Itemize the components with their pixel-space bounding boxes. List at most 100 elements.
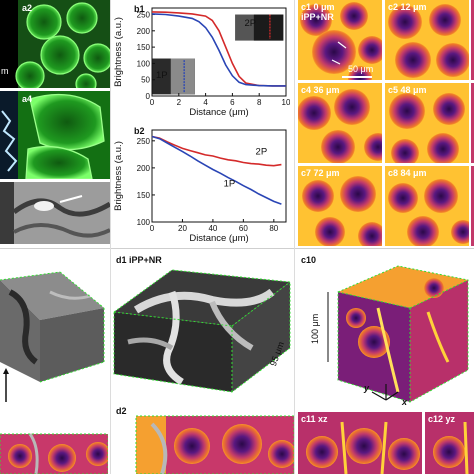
image-c9-edge — [471, 166, 474, 246]
chart-b1: 2P 1P 0 2 4 6 8 10 0 50 100 150 200 250 Distance (μm) B… — [112, 0, 290, 122]
panel-label-c2: c2 12 μm — [388, 2, 427, 12]
inferno-strip-left-svg — [0, 433, 108, 474]
x-tick-label: 8 — [257, 98, 262, 107]
inferno-cells-c5 — [385, 83, 469, 163]
y-tick-label: 100 — [137, 59, 151, 68]
inferno-cells-c8 — [385, 166, 469, 246]
panel-label-c8: c8 84 μm — [388, 168, 427, 178]
fluorescence-image-a4: a4 — [0, 91, 110, 179]
x-tick-label: 2 — [177, 98, 182, 107]
x-tick-label: 4 — [203, 98, 208, 107]
cut-scale-label: m — [1, 66, 9, 76]
image-c12: c12 yz — [425, 412, 474, 474]
y-tick-label: 150 — [137, 191, 151, 200]
series-label-1P: 1P — [224, 178, 236, 189]
panel-label-c1: c1 0 μm — [301, 2, 335, 12]
series-line-1P — [151, 135, 282, 205]
fluorescence-image-a2: a2 m — [0, 0, 110, 88]
image-c6-edge — [471, 83, 474, 163]
x-tick-label: 6 — [230, 98, 235, 107]
plot-frame — [151, 7, 287, 97]
panel-label-c10: c10 — [301, 255, 317, 265]
inset-image-1P-light — [170, 58, 195, 95]
y-tick-label: 200 — [137, 27, 151, 36]
plot-frame — [151, 129, 287, 223]
y-tick-label: 250 — [137, 11, 151, 20]
axis-label-y: y — [364, 383, 370, 393]
inferno-cells-c7 — [298, 166, 382, 246]
image-c5: c5 48 μm — [385, 83, 469, 163]
chart-b2-svg: 0 20 40 60 80 100 150 200 250 Distance (μm) Bright… — [113, 126, 287, 244]
y-tick-label: 150 — [137, 43, 151, 52]
panel-label-d1: d1 iPP+NR — [116, 255, 162, 265]
series-label-2P: 2P — [256, 146, 268, 157]
image-c1: c1 0 μm iPP+NR 50 μm — [298, 0, 382, 80]
grayscale-texture-a — [0, 182, 110, 244]
scale-bar-label-c1: 50 μm — [348, 64, 374, 74]
fluorescence-cells-a2 — [0, 0, 110, 88]
inset-label-1P: 1P — [156, 70, 168, 81]
x-tick-label: 40 — [208, 224, 217, 233]
panel-label-c7: c7 72 μm — [301, 168, 340, 178]
x-tick-label: 20 — [178, 224, 187, 233]
image-d1: d1 iPP+NR 95 μm — [112, 252, 294, 404]
image-c11: c11 xz — [298, 412, 422, 474]
vertical-divider-right — [294, 0, 295, 474]
inferno-d2-svg — [135, 415, 294, 474]
inset-label-2P: 2P — [244, 18, 256, 29]
y-axis-label: Brightness (a.u.) — [113, 141, 124, 211]
inferno-cells-c1 — [298, 0, 382, 80]
y-axis-label: Brightness (a.u.) — [113, 17, 124, 87]
x-tick-label: 80 — [269, 224, 278, 233]
grayscale-3d-d1-svg — [113, 269, 291, 393]
inferno-cells-c4 — [298, 83, 382, 163]
panel-label-a2: a2 — [22, 3, 33, 13]
y-tick-label: 250 — [137, 137, 151, 146]
grayscale-3d-left-svg — [0, 271, 105, 402]
image-c7: c7 72 μm — [298, 166, 382, 246]
series-line-2P — [151, 135, 282, 167]
image-c2: c2 12 μm — [385, 0, 469, 80]
inferno-cube-c10-svg — [327, 265, 469, 403]
axis-label-x: x — [402, 397, 408, 407]
inset-image-2P-dark — [253, 14, 284, 41]
y-tick-label: 100 — [137, 218, 151, 227]
image-d2-area: d2 — [112, 404, 294, 474]
image-c3-edge — [471, 0, 474, 80]
chart-panel-label: b1 — [134, 4, 145, 14]
grayscale-image-a — [0, 182, 110, 244]
chart-panel-label: b2 — [134, 126, 145, 136]
series-line-1P — [151, 13, 286, 87]
image-c4: c4 36 μm — [298, 83, 382, 163]
panel-sublabel-c1: iPP+NR — [301, 12, 334, 22]
x-axis-label: Distance (μm) — [189, 233, 248, 244]
x-tick-label: 60 — [239, 224, 248, 233]
inferno-cells-c2 — [385, 0, 469, 80]
y-tick-label: 200 — [137, 164, 151, 173]
panel-label-c5: c5 48 μm — [388, 85, 427, 95]
panel-label-c11: c11 xz — [301, 414, 328, 424]
image-c10: c10 100 μm y x — [298, 252, 474, 412]
panel-label-c4: c4 36 μm — [301, 85, 340, 95]
grayscale-3d-block-left — [0, 252, 110, 422]
inferno-c11-svg — [298, 412, 422, 474]
depth-label-c10: 100 μm — [310, 313, 320, 344]
inferno-c12-svg — [425, 412, 474, 474]
panel-label-a4: a4 — [22, 94, 33, 104]
x-axis-label: Distance (μm) — [189, 107, 248, 118]
vertical-divider-left — [110, 0, 111, 474]
panel-label-d2: d2 — [116, 406, 127, 416]
image-bottom-left-strip — [0, 428, 108, 474]
panel-label-c12: c12 yz — [428, 414, 456, 424]
image-c8: c8 84 μm — [385, 166, 469, 246]
horizontal-divider — [0, 248, 474, 249]
fluorescence-cells-a4 — [0, 91, 110, 179]
y-tick-label: 0 — [146, 92, 151, 101]
x-tick-label: 0 — [150, 98, 155, 107]
x-tick-label: 0 — [150, 224, 155, 233]
chart-b2: 0 20 40 60 80 100 150 200 250 Distance (μm) Bright… — [112, 122, 290, 246]
x-tick-label: 10 — [282, 98, 290, 107]
y-tick-label: 50 — [141, 76, 150, 85]
